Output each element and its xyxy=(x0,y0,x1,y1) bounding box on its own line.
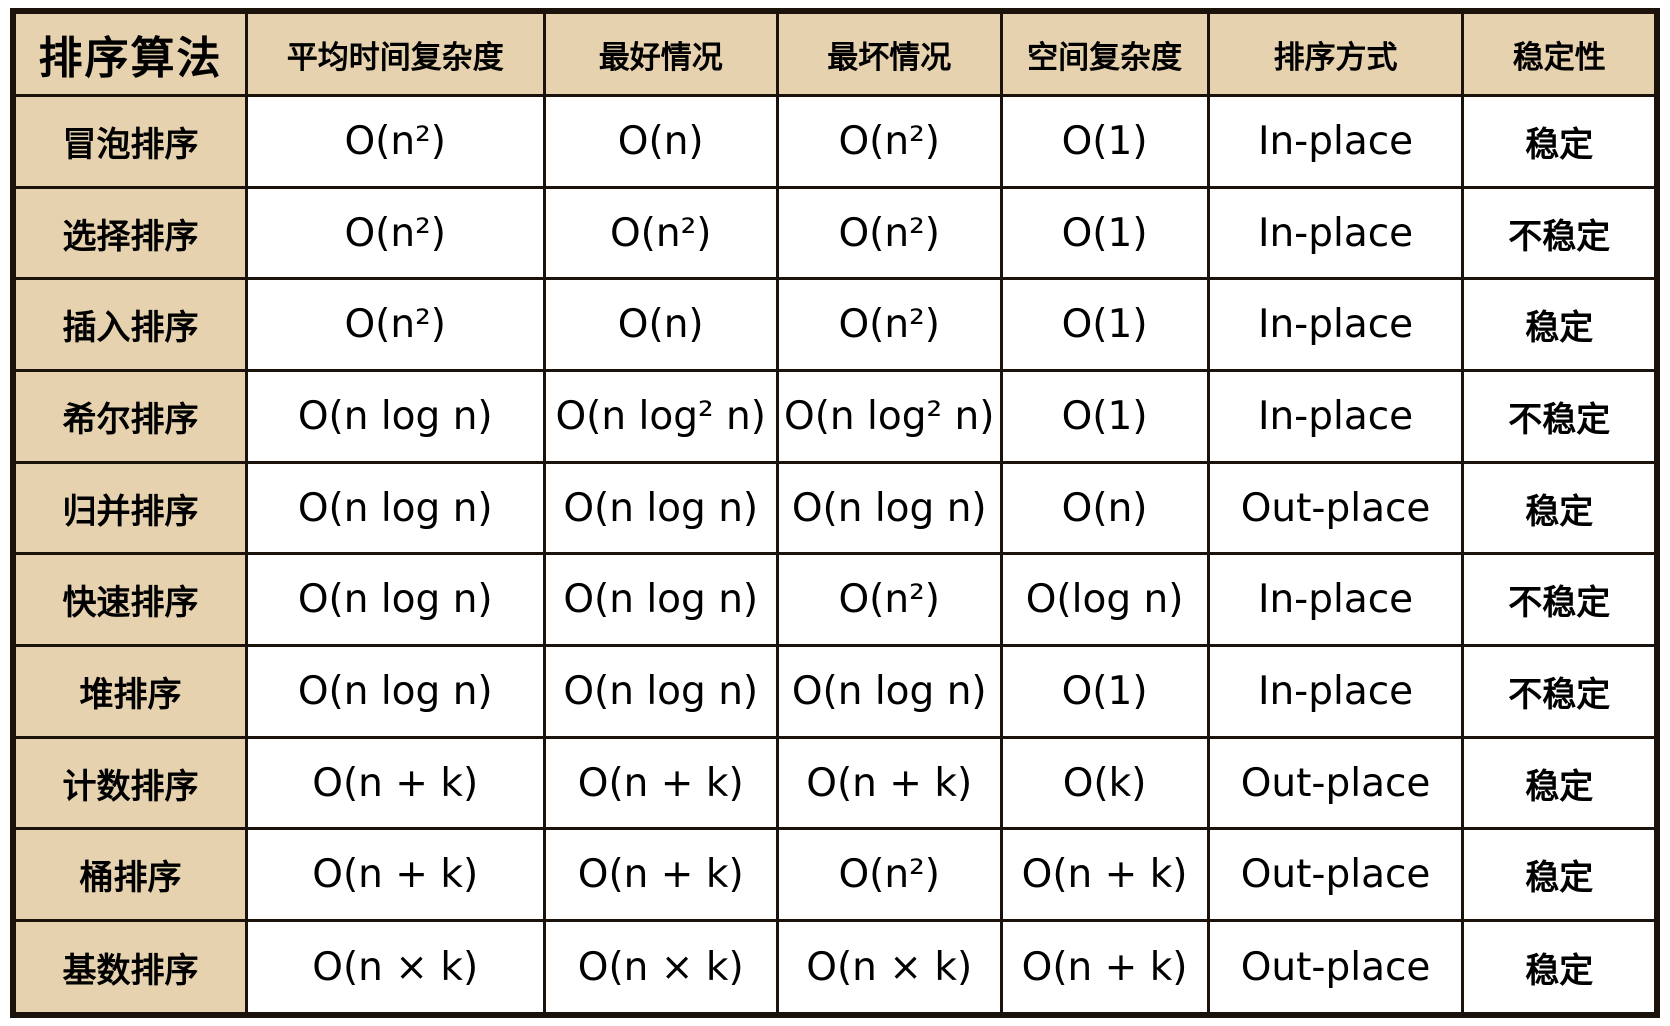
table-cell: O(n log n) xyxy=(775,460,1003,556)
table-cell: 稳定 xyxy=(1461,277,1659,373)
table-cell: O(n log n) xyxy=(244,644,546,739)
table-cell: O(n + k) xyxy=(775,735,1003,831)
table-cell: 稳定 xyxy=(1461,735,1659,831)
table-cell: O(n) xyxy=(542,277,779,373)
table-cell: O(n + k) xyxy=(542,827,779,923)
table-cell: Out-place xyxy=(1206,827,1465,923)
table-row: 计数排序 O(n + k) O(n + k) O(n + k) O(k) Out-plac… xyxy=(11,735,1659,831)
table-cell: O(n log n) xyxy=(542,552,779,648)
table-cell: O(n log n) xyxy=(244,369,546,464)
table-cell: O(n + k) xyxy=(542,735,779,831)
table-cell: O(n²) xyxy=(244,277,546,373)
column-header-space-complexity: 空间复杂度 xyxy=(999,9,1210,97)
column-header-worst-case: 最坏情况 xyxy=(775,9,1003,97)
table-cell: 不稳定 xyxy=(1461,644,1659,739)
table-header-row: 排序算法 平均时间复杂度 最好情况 最坏情况 空间复杂度 排序方式 稳定性 xyxy=(11,9,1659,97)
table-cell: O(1) xyxy=(999,644,1210,739)
table-cell: O(n) xyxy=(999,460,1210,556)
table-cell: 不稳定 xyxy=(1461,185,1659,281)
table-cell: O(1) xyxy=(999,277,1210,373)
table-cell: O(n²) xyxy=(775,552,1003,648)
table-row: 插入排序 O(n²) O(n) O(n²) O(1) In-place 稳定 xyxy=(11,277,1659,373)
row-header-algorithm-name: 归并排序 xyxy=(11,460,248,556)
row-header-algorithm-name: 选择排序 xyxy=(11,185,248,281)
table-cell: 不稳定 xyxy=(1461,552,1659,648)
table-cell: 稳定 xyxy=(1461,919,1659,1017)
table-cell: Out-place xyxy=(1206,460,1465,556)
table-cell: O(n log² n) xyxy=(775,369,1003,464)
table-cell: O(n²) xyxy=(775,277,1003,373)
table-cell: Out-place xyxy=(1206,919,1465,1017)
table-row: 快速排序 O(n log n) O(n log n) O(n²) O(log n) In-… xyxy=(11,552,1659,648)
table-cell: O(n + k) xyxy=(999,919,1210,1017)
table-cell: O(n log n) xyxy=(244,460,546,556)
table-cell: O(k) xyxy=(999,735,1210,831)
table-cell: Out-place xyxy=(1206,735,1465,831)
table-cell: O(n²) xyxy=(542,185,779,281)
row-header-algorithm-name: 桶排序 xyxy=(11,827,248,923)
table-cell: 稳定 xyxy=(1461,460,1659,556)
table-cell: O(n log n) xyxy=(244,552,546,648)
table-cell: 稳定 xyxy=(1461,827,1659,923)
table-cell: O(n × k) xyxy=(775,919,1003,1017)
table-row: 桶排序 O(n + k) O(n + k) O(n²) O(n + k) Out-plac… xyxy=(11,827,1659,923)
table-cell: In-place xyxy=(1206,644,1465,739)
row-header-algorithm-name: 堆排序 xyxy=(11,644,248,739)
row-header-algorithm-name: 希尔排序 xyxy=(11,369,248,464)
table-row: 归并排序 O(n log n) O(n log n) O(n log n) O(n) Ou… xyxy=(11,460,1659,556)
table-cell: O(1) xyxy=(999,369,1210,464)
table-body: 冒泡排序 O(n²) O(n) O(n²) O(1) In-place 稳定 选择排序 O(n²… xyxy=(11,94,1659,1017)
table-cell: O(n²) xyxy=(775,827,1003,923)
table-cell: In-place xyxy=(1206,552,1465,648)
table-cell: O(n + k) xyxy=(244,827,546,923)
table-cell: O(log n) xyxy=(999,552,1210,648)
table-row: 堆排序 O(n log n) O(n log n) O(n log n) O(1) In-… xyxy=(11,644,1659,739)
column-header-stability: 稳定性 xyxy=(1461,9,1659,97)
row-header-algorithm-name: 冒泡排序 xyxy=(11,94,248,189)
table-row: 基数排序 O(n × k) O(n × k) O(n × k) O(n + k) Out-… xyxy=(11,919,1659,1017)
table-cell: O(1) xyxy=(999,94,1210,189)
table-cell: O(n + k) xyxy=(244,735,546,831)
column-header-algorithm: 排序算法 xyxy=(11,9,248,97)
table-cell: O(n log n) xyxy=(542,644,779,739)
row-header-algorithm-name: 计数排序 xyxy=(11,735,248,831)
table-cell: In-place xyxy=(1206,369,1465,464)
table-row: 希尔排序 O(n log n) O(n log² n) O(n log² n) O(1)… xyxy=(11,369,1659,464)
table-cell: O(n + k) xyxy=(999,827,1210,923)
row-header-algorithm-name: 快速排序 xyxy=(11,552,248,648)
sorting-algorithms-comparison-table: 排序算法 平均时间复杂度 最好情况 最坏情况 空间复杂度 排序方式 稳定性 冒泡… xyxy=(10,8,1660,1018)
table-row: 选择排序 O(n²) O(n²) O(n²) O(1) In-place 不稳定 xyxy=(11,185,1659,281)
table-cell: 不稳定 xyxy=(1461,369,1659,464)
table-cell: In-place xyxy=(1206,94,1465,189)
table-cell: In-place xyxy=(1206,277,1465,373)
column-header-sort-method: 排序方式 xyxy=(1206,9,1465,97)
row-header-algorithm-name: 插入排序 xyxy=(11,277,248,373)
table-cell: O(n log n) xyxy=(775,644,1003,739)
table-cell: O(n²) xyxy=(775,185,1003,281)
table-cell: 稳定 xyxy=(1461,94,1659,189)
table-row: 冒泡排序 O(n²) O(n) O(n²) O(1) In-place 稳定 xyxy=(11,94,1659,189)
table-cell: O(n²) xyxy=(775,94,1003,189)
column-header-best-case: 最好情况 xyxy=(542,9,779,97)
table-cell: O(1) xyxy=(999,185,1210,281)
table-cell: O(n log² n) xyxy=(542,369,779,464)
table-cell: O(n) xyxy=(542,94,779,189)
table-cell: O(n × k) xyxy=(542,919,779,1017)
table-cell: In-place xyxy=(1206,185,1465,281)
table-cell: O(n log n) xyxy=(542,460,779,556)
column-header-average-time-complexity: 平均时间复杂度 xyxy=(244,9,546,97)
table-cell: O(n × k) xyxy=(244,919,546,1017)
table-cell: O(n²) xyxy=(244,94,546,189)
row-header-algorithm-name: 基数排序 xyxy=(11,919,248,1017)
table-cell: O(n²) xyxy=(244,185,546,281)
